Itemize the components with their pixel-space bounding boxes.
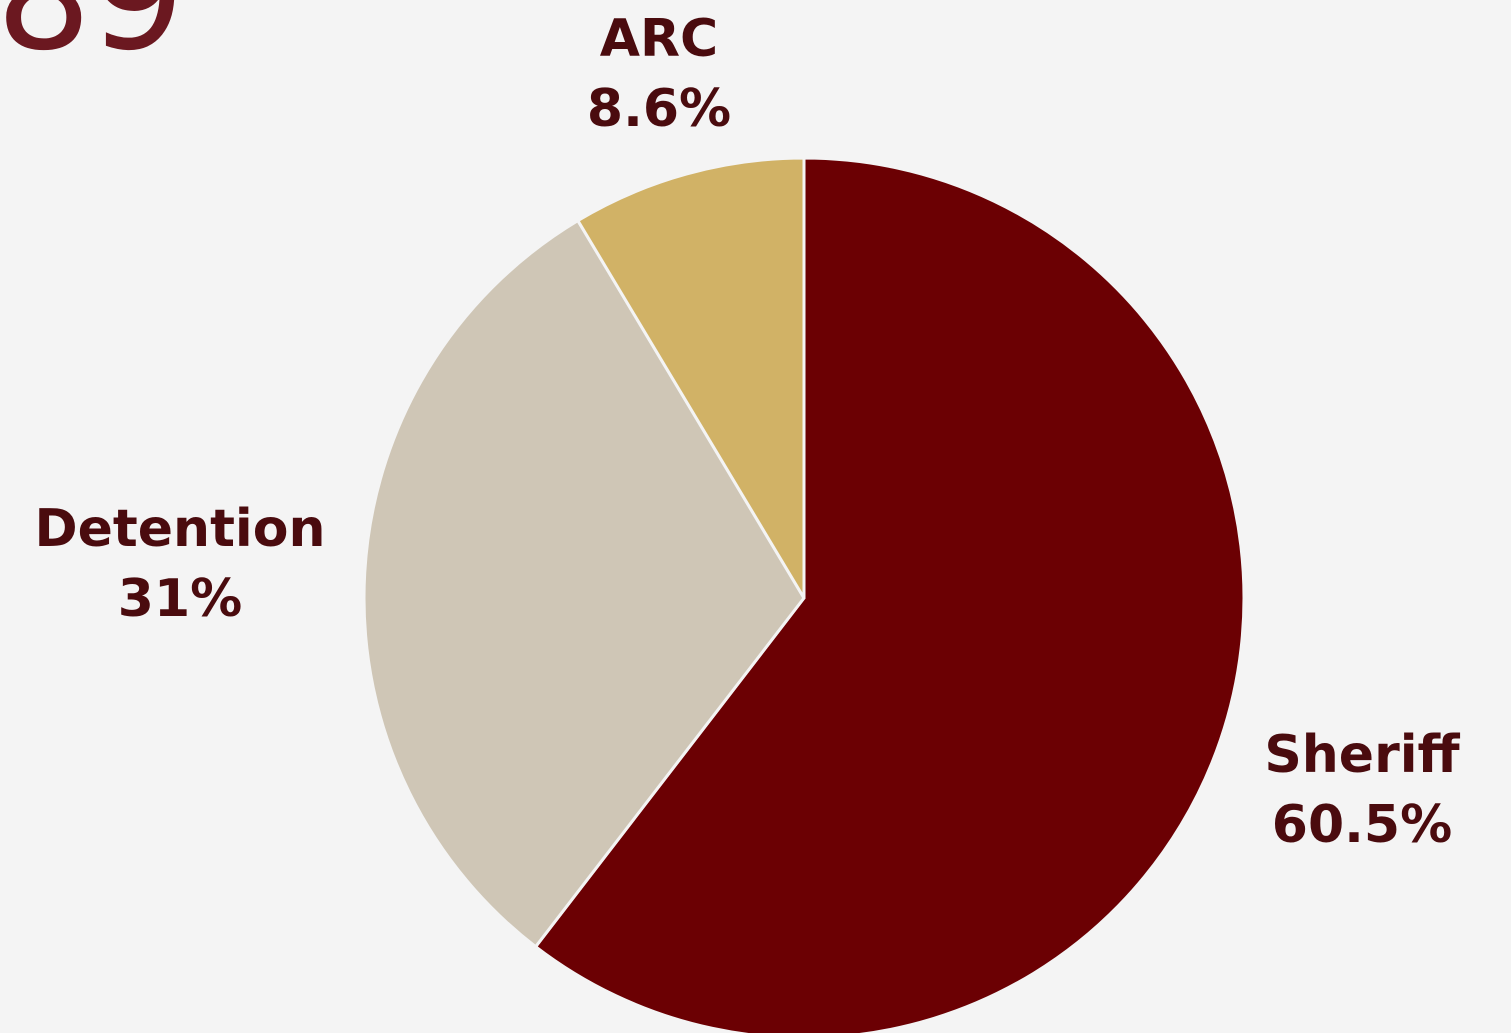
slice-name-detention: Detention bbox=[34, 499, 326, 559]
pie-slice-sheriff bbox=[534, 156, 1246, 1033]
slice-label-sheriff: Sheriff 60.5% bbox=[1264, 720, 1459, 860]
pie-slice-detention bbox=[362, 219, 806, 949]
slice-name-sheriff: Sheriff bbox=[1264, 725, 1460, 785]
pie-slice-arc bbox=[576, 156, 806, 600]
slice-name-arc: ARC bbox=[599, 9, 719, 69]
page-number-fragment: 89 bbox=[0, 0, 185, 72]
slice-value-arc: 8.6% bbox=[586, 79, 732, 139]
slice-value-detention: 31% bbox=[117, 569, 243, 629]
slice-value-sheriff: 60.5% bbox=[1271, 795, 1453, 855]
slice-label-detention: Detention 31% bbox=[34, 494, 325, 634]
slice-label-arc: ARC 8.6% bbox=[587, 4, 731, 144]
